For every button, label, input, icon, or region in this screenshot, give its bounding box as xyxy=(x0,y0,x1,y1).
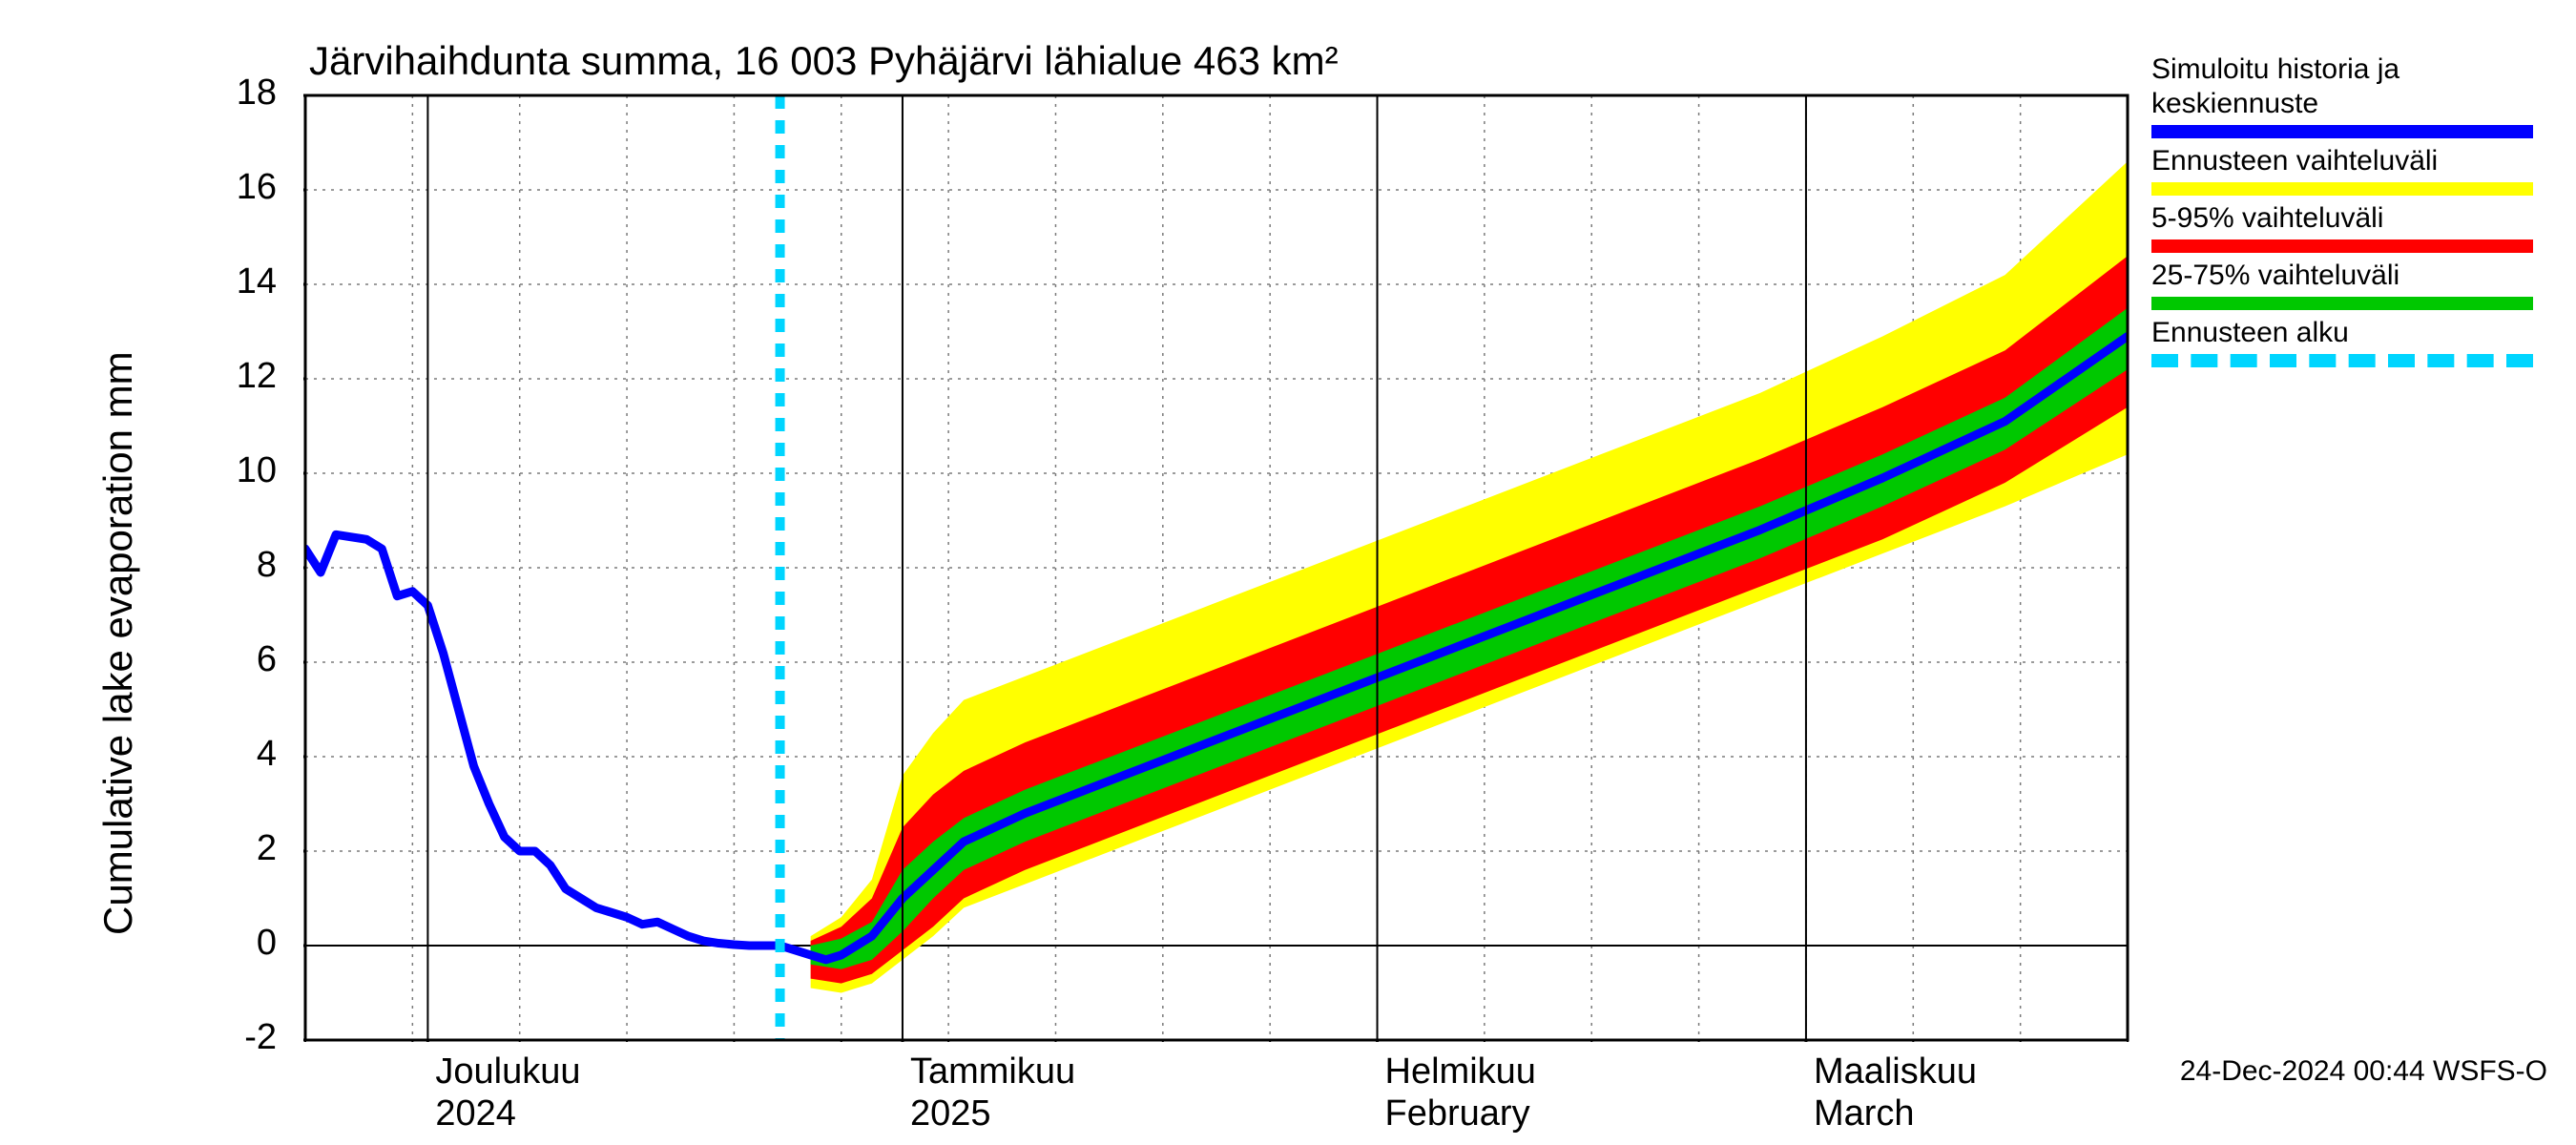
x-tick-label-top: Joulukuu xyxy=(435,1051,580,1093)
x-tick-label-bot: 2024 xyxy=(435,1093,516,1135)
y-tick-label: 2 xyxy=(200,828,277,869)
y-tick-label: 8 xyxy=(200,545,277,586)
legend-entry: Simuloitu historia jakeskiennuste xyxy=(2151,52,2533,138)
chart-plot xyxy=(303,94,2129,1042)
legend-swatch xyxy=(2151,125,2533,138)
y-tick-label: -2 xyxy=(200,1017,277,1058)
y-tick-label: 4 xyxy=(200,734,277,775)
y-tick-label: 10 xyxy=(200,450,277,491)
legend-text: 5-95% vaihteluväli xyxy=(2151,201,2533,236)
legend-text: keskiennuste xyxy=(2151,87,2533,121)
x-tick-label-bot: March xyxy=(1814,1093,1915,1135)
legend-text: Ennusteen alku xyxy=(2151,316,2533,350)
legend-entry: 5-95% vaihteluväli xyxy=(2151,201,2533,253)
x-tick-label-top: Helmikuu xyxy=(1385,1051,1536,1093)
y-tick-label: 18 xyxy=(200,73,277,114)
x-tick-label-bot: 2025 xyxy=(910,1093,991,1135)
legend-entry: Ennusteen vaihteluväli xyxy=(2151,144,2533,196)
legend-entry: 25-75% vaihteluväli xyxy=(2151,259,2533,310)
x-tick-label-bot: February xyxy=(1385,1093,1530,1135)
y-tick-label: 6 xyxy=(200,639,277,680)
legend-swatch xyxy=(2151,182,2533,196)
y-tick-label: 14 xyxy=(200,261,277,302)
chart-page: Järvihaihdunta summa, 16 003 Pyhäjärvi l… xyxy=(0,0,2576,1145)
legend-text: Simuloitu historia ja xyxy=(2151,52,2533,87)
legend-entry: Ennusteen alku xyxy=(2151,316,2533,367)
chart-title: Järvihaihdunta summa, 16 003 Pyhäjärvi l… xyxy=(309,38,1339,84)
y-tick-label: 16 xyxy=(200,167,277,208)
legend-text: 25-75% vaihteluväli xyxy=(2151,259,2533,293)
legend-swatch xyxy=(2151,354,2533,367)
legend-swatch xyxy=(2151,239,2533,253)
y-tick-label: 12 xyxy=(200,356,277,397)
y-tick-label: 0 xyxy=(200,923,277,964)
chart-footer: 24-Dec-2024 00:44 WSFS-O xyxy=(2180,1055,2547,1088)
chart-legend: Simuloitu historia jakeskiennuste Ennuste… xyxy=(2151,52,2533,373)
legend-swatch xyxy=(2151,297,2533,310)
y-axis-label: Cumulative lake evaporation mm xyxy=(95,351,141,935)
legend-text: Ennusteen vaihteluväli xyxy=(2151,144,2533,178)
x-tick-label-top: Maaliskuu xyxy=(1814,1051,1977,1093)
x-tick-label-top: Tammikuu xyxy=(910,1051,1075,1093)
